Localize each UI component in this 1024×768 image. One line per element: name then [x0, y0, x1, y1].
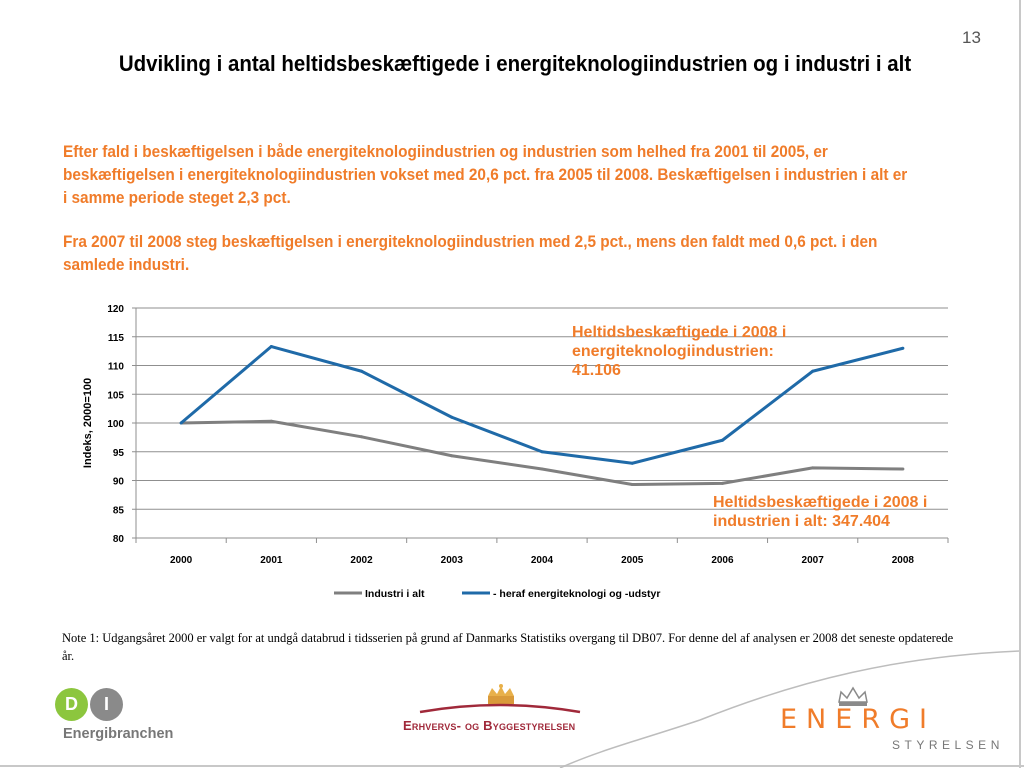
data-point-s1-2002 [360, 369, 364, 373]
legend-label-1: - heraf energiteknologi og -udstyr [493, 588, 660, 600]
di-logo-caption: Energibranchen [63, 726, 174, 742]
line-chart: 80 85 90 95 100 105 110 115 120 2000 2001 2002 2003… [82, 304, 949, 600]
y-tick-label: 80 [113, 534, 125, 545]
data-point-s1-2001 [269, 345, 273, 349]
y-tick-label: 85 [113, 505, 125, 516]
annotation-0-line: Heltidsbeskæftigede i 2008 i [572, 324, 786, 341]
slide-frame-bottom [0, 765, 1024, 767]
annotation-1-line: industrien i alt: 347.404 [713, 513, 890, 530]
data-point-s1-2005 [630, 461, 634, 465]
di-logo-d: D [55, 688, 88, 721]
annotation-0-line: 41.106 [572, 362, 621, 379]
x-tick-label-2002: 2002 [350, 555, 373, 566]
x-tick-label-2007: 2007 [802, 555, 825, 566]
crown-icon [838, 686, 868, 706]
y-tick-label: 115 [108, 333, 125, 344]
x-tick-label-2008: 2008 [892, 555, 915, 566]
chart-grid [136, 307, 948, 539]
data-point-s1-2006 [720, 438, 724, 442]
data-point-s0-2004 [540, 467, 544, 471]
y-tick-label: 110 [108, 362, 125, 373]
annotation-0-line: energiteknologiindustrien: [572, 343, 774, 360]
y-tick-label: 120 [107, 304, 124, 315]
page-number: 13 [962, 28, 981, 47]
y-tick-label: 95 [113, 448, 125, 459]
slide-frame-right [1019, 0, 1021, 768]
annotation-1-line: Heltidsbeskæftigede i 2008 i [713, 494, 927, 511]
ens-logo-sub: STYRELSEN [892, 738, 1004, 752]
y-axis-ticks: 80 85 90 95 100 105 110 115 120 [107, 304, 137, 545]
data-point-s1-2008 [901, 346, 905, 350]
series-line-1 [180, 345, 904, 465]
x-tick-label-2001: 2001 [260, 555, 283, 566]
data-point-s0-2008 [901, 467, 905, 471]
x-tick-label-2003: 2003 [441, 555, 464, 566]
y-tick-label: 105 [107, 390, 124, 401]
x-axis: 2000 2001 2002 2003 2004 2005 2006 2007 2008 [135, 537, 949, 566]
energistyrelsen-logo: ENERGI STYRELSEN [780, 686, 999, 758]
di-logo-i: I [90, 688, 123, 721]
x-tick-label-2004: 2004 [531, 555, 554, 566]
data-point-s0-2005 [630, 483, 634, 487]
y-tick-label: 100 [107, 419, 124, 430]
erhvervs-og-byggestyrelsen-logo: Erhvervs- og Byggestyrelsen [400, 682, 620, 742]
data-point-s0-2002 [360, 435, 364, 439]
data-point-s0-2007 [811, 466, 815, 470]
ens-logo-word: ENERGI [780, 704, 936, 735]
crown-icon [419, 684, 581, 714]
slide-title: Udvikling i antal heltidsbeskæftigede i … [118, 51, 912, 76]
ebst-logo-text: Erhvervs- og Byggestyrelsen [403, 718, 576, 733]
summary-paragraph-2: Fra 2007 til 2008 steg beskæftigelsen i … [63, 233, 878, 274]
data-point-s1-2000 [179, 421, 183, 425]
footnote: Note 1: Udgangsåret 2000 er valgt for at… [62, 631, 954, 663]
x-tick-label-2005: 2005 [621, 555, 644, 566]
chart-legend: Industri i alt - heraf energiteknologi og… [334, 588, 660, 600]
x-tick-label-2000: 2000 [170, 555, 193, 566]
y-axis-label: Indeks, 2000=100 [82, 378, 94, 468]
data-point-s1-2004 [540, 450, 544, 454]
chart-annotations: Heltidsbeskæftigede i 2008 i energiteknol… [572, 324, 927, 530]
data-point-s0-2006 [720, 481, 724, 485]
x-tick-label-2006: 2006 [711, 555, 734, 566]
data-point-s0-2001 [269, 419, 273, 423]
legend-label-0: Industri i alt [365, 588, 425, 600]
y-tick-label: 90 [113, 477, 125, 488]
chart-series [179, 345, 905, 487]
data-point-s1-2003 [450, 415, 454, 419]
summary-paragraph-1: Efter fald i beskæftigelsen i både energ… [63, 143, 908, 207]
data-point-s1-2007 [811, 369, 815, 373]
data-point-s0-2003 [450, 454, 454, 458]
